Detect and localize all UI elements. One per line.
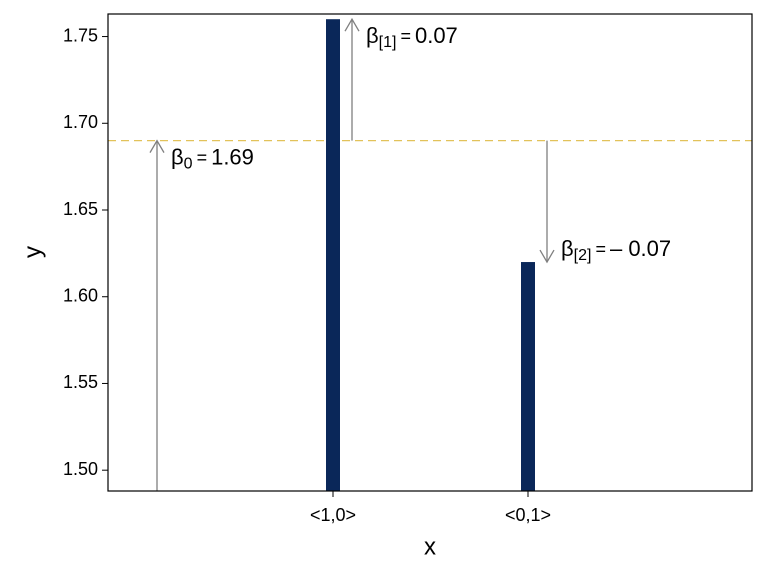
y-tick-label: 1.55 (63, 372, 98, 392)
annotation-arrow (344, 17, 360, 141)
y-tick-label: 1.70 (63, 112, 98, 132)
annotation-arrow (539, 140, 555, 264)
arrow-head (539, 249, 555, 264)
annotation-label: β[1] = 0.07 (366, 23, 458, 51)
annotation-arrow (149, 139, 165, 491)
annotation-symbol: β (366, 23, 379, 48)
bar (326, 19, 340, 491)
y-tick-label: 1.75 (63, 25, 98, 45)
annotation-subscript: [1] (379, 34, 397, 51)
x-axis-title: x (424, 533, 436, 560)
annotation-value: 1.69 (211, 144, 254, 169)
y-tick-label: 1.65 (63, 199, 98, 219)
x-tick-label: <1,0> (310, 505, 356, 525)
annotation-operator: = (400, 26, 411, 46)
y-tick-label: 1.60 (63, 285, 98, 305)
y-axis-title: y (19, 246, 46, 258)
annotation-symbol: β (561, 236, 574, 261)
bar (521, 262, 535, 491)
annotation-value: 0.07 (415, 23, 458, 48)
annotation-label: β[2] = – 0.07 (561, 236, 671, 264)
arrow-head (344, 17, 360, 32)
annotation-subscript: [2] (574, 247, 592, 264)
annotation-operator: = (197, 147, 208, 167)
plot-frame (107, 13, 753, 492)
x-tick-label: <0,1> (505, 505, 551, 525)
annotation-label: β0 = 1.69 (171, 144, 254, 172)
arrow-head (149, 139, 165, 153)
annotation-subscript: 0 (184, 156, 193, 173)
annotation-symbol: β (171, 144, 184, 169)
annotation-operator: = (595, 239, 606, 259)
y-tick-label: 1.50 (63, 459, 98, 479)
annotation-value: – 0.07 (610, 236, 671, 261)
